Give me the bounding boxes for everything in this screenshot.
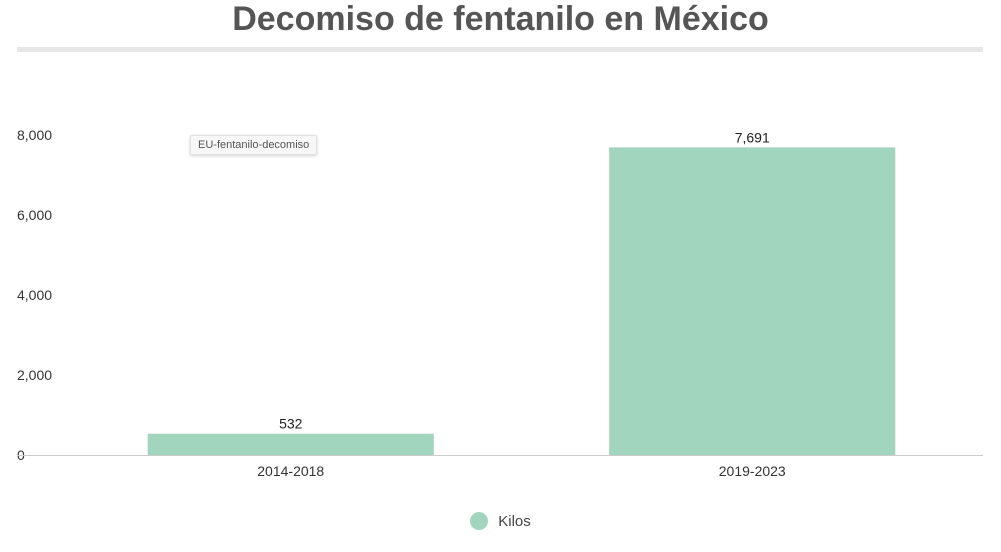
- title-divider: [17, 47, 983, 52]
- bar-2019-2023[interactable]: [609, 147, 896, 456]
- y-tick-label: 2,000: [17, 367, 52, 383]
- bar-2014-2018[interactable]: [147, 433, 434, 455]
- data-label: 532: [279, 416, 303, 432]
- y-tick-label: 8,000: [17, 127, 52, 143]
- chart-tooltip: EU-fentanilo-decomiso: [190, 135, 318, 155]
- data-label: 7,691: [735, 129, 770, 145]
- chart-legend[interactable]: Kilos: [0, 512, 1001, 530]
- y-tick-label: 4,000: [17, 287, 52, 303]
- chart-title: Decomiso de fentanilo en México: [232, 0, 769, 38]
- legend-label-kilos[interactable]: Kilos: [498, 512, 531, 530]
- legend-swatch-kilos: [470, 512, 489, 530]
- y-tick-label: 6,000: [17, 207, 52, 223]
- x-tick-label: 2014-2018: [257, 463, 324, 479]
- x-tick-label: 2019-2023: [719, 463, 786, 479]
